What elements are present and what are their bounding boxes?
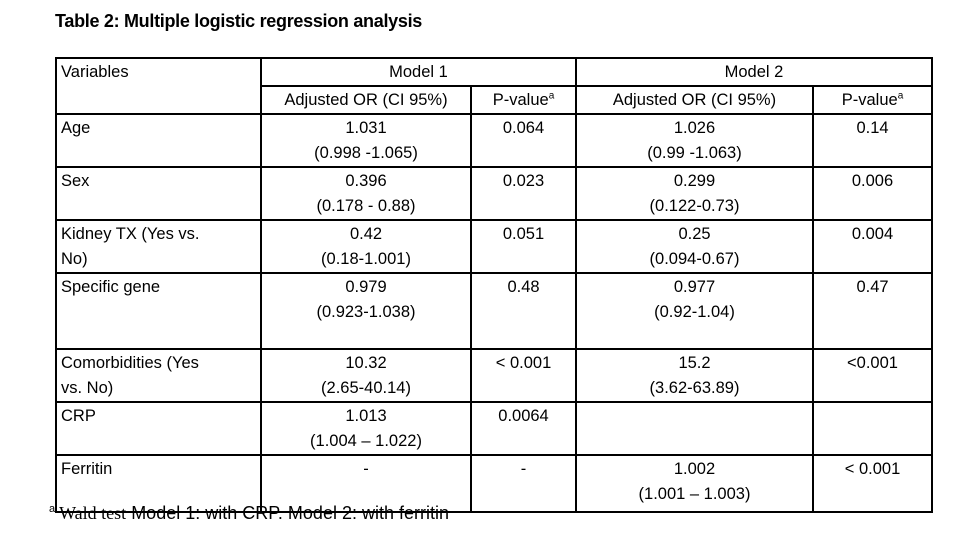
- m2-or-cell: [575, 401, 814, 456]
- table-row-ferritin: Ferritin - - 1.002 (1.001 – 1.003) < 0.00…: [55, 454, 933, 513]
- variable-cell: Kidney TX (Yes vs. No): [55, 219, 262, 274]
- header-row-models: Variables Model 1 Model 2: [55, 57, 933, 115]
- table-row-comorbidities: Comorbidities (Yes vs. No) 10.32 (2.65-40…: [55, 348, 933, 403]
- or-ci: (0.122-0.73): [649, 197, 740, 215]
- or-value: 1.002: [673, 460, 716, 478]
- m1-pvalue-cell: 0.48: [470, 272, 577, 350]
- m2-or-cell: 15.2 (3.62-63.89): [575, 348, 814, 403]
- col-header-m2-pvalue: P-valuea: [812, 85, 933, 115]
- col-header-m1-pvalue: P-valuea: [470, 85, 577, 115]
- or-value: 0.977: [673, 278, 716, 296]
- header-row-measures: Adjusted OR (CI 95%) P-valuea Adjusted O…: [56, 85, 933, 115]
- m1-pvalue-cell: 0.023: [470, 166, 577, 221]
- or-ci: (0.094-0.67): [649, 250, 740, 268]
- or-value: 1.026: [673, 119, 716, 137]
- table-row-age: Age 1.031 (0.998 -1.065) 0.064 1.026 (0.99…: [55, 113, 933, 168]
- or-ci: (2.65-40.14): [321, 379, 411, 397]
- m1-pvalue-cell: 0.064: [470, 113, 577, 168]
- m2-or-cell: 0.977 (0.92-1.04): [575, 272, 814, 350]
- footnote-serif-text: Wald test: [59, 503, 127, 523]
- m1-pvalue-cell: -: [470, 454, 577, 513]
- variable-cell: Ferritin: [55, 454, 262, 513]
- m2-or-cell: 0.25 (0.094-0.67): [575, 219, 814, 274]
- m1-pvalue-cell: < 0.001: [470, 348, 577, 403]
- col-header-model1: Model 1: [260, 57, 577, 87]
- m2-or-label: Adjusted OR (CI 95%): [612, 91, 777, 109]
- m1-or-cell: 1.031 (0.998 -1.065): [260, 113, 472, 168]
- m1-or-cell: -: [260, 454, 472, 513]
- or-value: 0.979: [345, 278, 387, 296]
- variable-cell: Specific gene: [55, 272, 262, 350]
- m1-or-cell: 0.42 (0.18-1.001): [260, 219, 472, 274]
- variable-cell: Comorbidities (Yes vs. No): [55, 348, 262, 403]
- m2-or-cell: 0.299 (0.122-0.73): [575, 166, 814, 221]
- or-value: 0.42: [349, 225, 383, 243]
- m2-pvalue-label: P-value: [841, 91, 898, 109]
- col-header-variables: Variables: [55, 57, 262, 115]
- or-ci: (0.178 - 0.88): [316, 197, 416, 215]
- m1-or-cell: 0.396 (0.178 - 0.88): [260, 166, 472, 221]
- m2-or-cell: 1.002 (1.001 – 1.003): [575, 454, 814, 513]
- m2-pvalue-footnote-marker: a: [897, 90, 904, 102]
- col-header-m1-or: Adjusted OR (CI 95%): [260, 85, 472, 115]
- m1-or-cell: 1.013 (1.004 – 1.022): [260, 401, 472, 456]
- m2-pvalue-cell: [812, 401, 933, 456]
- col-header-m2-or: Adjusted OR (CI 95%): [575, 85, 814, 115]
- m1-pvalue-label: P-value: [492, 91, 549, 109]
- table-row-crp: CRP 1.013 (1.004 – 1.022) 0.0064: [55, 401, 933, 456]
- m2-pvalue-cell: <0.001: [812, 348, 933, 403]
- m2-pvalue-cell: 0.006: [812, 166, 933, 221]
- m2-pvalue-cell: 0.004: [812, 219, 933, 274]
- variable-cell: Age: [55, 113, 262, 168]
- or-value: 15.2: [678, 354, 711, 372]
- or-value: -: [363, 460, 369, 478]
- m2-or-cell: 1.026 (0.99 -1.063): [575, 113, 814, 168]
- or-value: 1.031: [345, 119, 387, 137]
- or-ci: (0.92-1.04): [654, 303, 735, 321]
- col-header-model2: Model 2: [575, 57, 933, 87]
- m2-pvalue-cell: 0.47: [812, 272, 933, 350]
- or-ci: (3.62-63.89): [649, 379, 740, 397]
- or-value: 0.396: [345, 172, 387, 190]
- or-ci: (0.18-1.001): [321, 250, 411, 268]
- or-ci: (0.998 -1.065): [314, 144, 418, 162]
- variable-cell: Sex: [55, 166, 262, 221]
- or-ci: (0.923-1.038): [316, 303, 416, 321]
- m1-pvalue-cell: 0.051: [470, 219, 577, 274]
- or-ci: (0.99 -1.063): [647, 144, 742, 162]
- variable-cell: CRP: [55, 401, 262, 456]
- or-value: 0.25: [678, 225, 711, 243]
- or-value: 1.013: [345, 407, 387, 425]
- footnote-marker: a: [49, 503, 56, 515]
- or-value: 10.32: [345, 354, 387, 372]
- m2-pvalue-cell: 0.14: [812, 113, 933, 168]
- footnote-sans-text: Model 1: with CRP. Model 2: with ferriti…: [131, 503, 449, 523]
- regression-table: Variables Model 1 Model 2 Adjusted OR (C…: [55, 57, 933, 513]
- m1-or-cell: 10.32 (2.65-40.14): [260, 348, 472, 403]
- table-row-sex: Sex 0.396 (0.178 - 0.88) 0.023 0.299 (0.12…: [55, 166, 933, 221]
- or-ci: (1.001 – 1.003): [638, 485, 751, 503]
- or-ci: (1.004 – 1.022): [310, 432, 422, 450]
- m2-pvalue-cell: < 0.001: [812, 454, 933, 513]
- m1-pvalue-cell: 0.0064: [470, 401, 577, 456]
- or-value: 0.299: [673, 172, 716, 190]
- table-footnote: a Wald test Model 1: with CRP. Model 2: w…: [49, 503, 449, 524]
- m1-or-cell: 0.979 (0.923-1.038): [260, 272, 472, 350]
- table-row-kidney-tx: Kidney TX (Yes vs. No) 0.42 (0.18-1.001) …: [55, 219, 933, 274]
- m1-or-label: Adjusted OR (CI 95%): [284, 91, 448, 109]
- m1-pvalue-footnote-marker: a: [548, 90, 555, 102]
- table-row-specific-gene: Specific gene 0.979 (0.923-1.038) 0.48 0.…: [55, 272, 933, 350]
- table-title: Table 2: Multiple logistic regression an…: [55, 11, 422, 31]
